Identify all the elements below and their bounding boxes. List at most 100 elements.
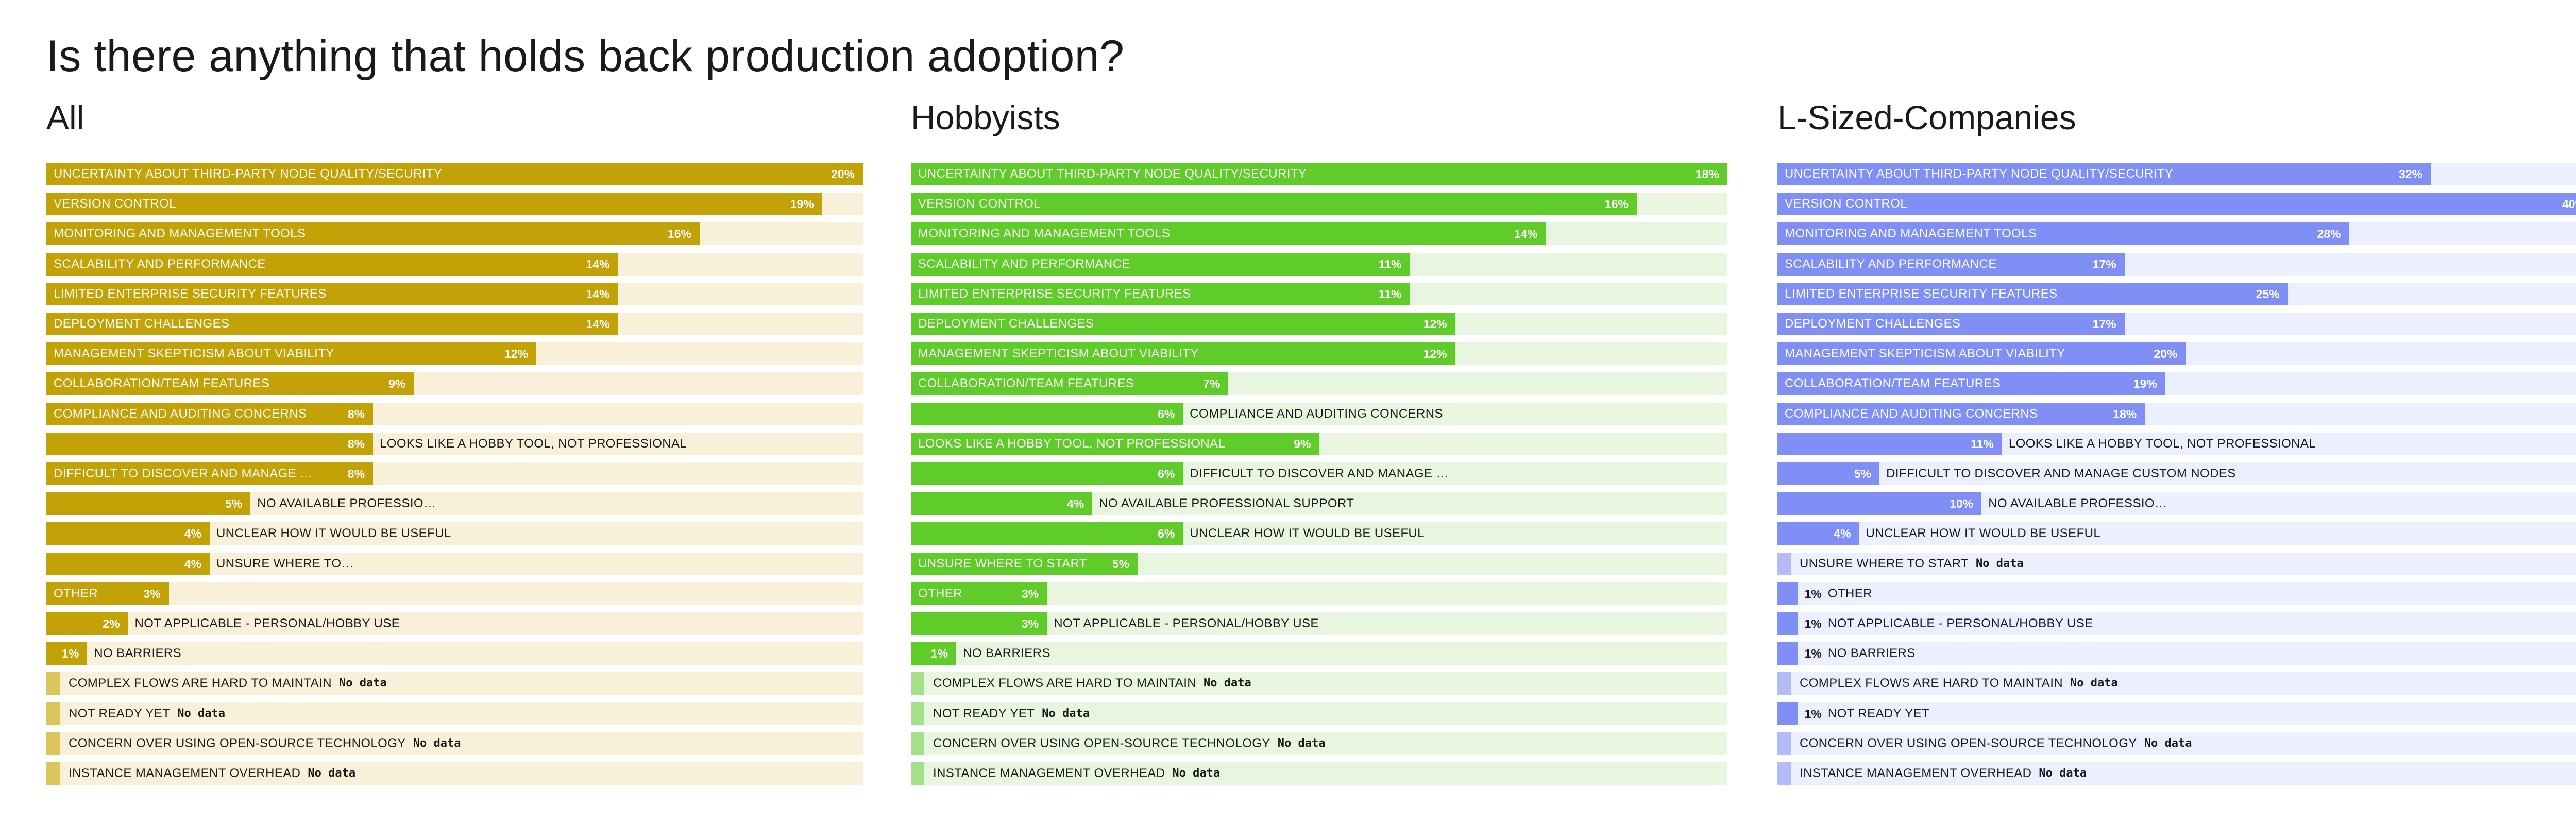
bar[interactable] <box>911 432 1319 455</box>
bar-label: Complex flows are hard to maintain <box>69 676 332 691</box>
bar-value: 11% <box>1378 287 1402 301</box>
bar[interactable] <box>46 193 822 216</box>
bar[interactable] <box>1777 342 2186 366</box>
bar-value: 14% <box>586 287 610 301</box>
bar-label: Deployment challenges <box>54 317 230 331</box>
bar[interactable] <box>46 282 618 305</box>
bar[interactable] <box>46 402 373 425</box>
bar[interactable] <box>911 672 924 695</box>
bar[interactable] <box>46 313 618 335</box>
bar[interactable] <box>911 342 1455 366</box>
bar[interactable] <box>911 462 1183 485</box>
bar[interactable] <box>46 222 700 246</box>
bar-row: Monitoring and management tools 14% <box>911 222 1727 246</box>
bar-row: Collaboration/team features 9% <box>46 372 863 395</box>
bar[interactable] <box>1777 582 1798 605</box>
bar[interactable] <box>911 612 1047 635</box>
bar-row: Unclear how it would be useful 4% <box>46 522 863 545</box>
bar-row: Unclear how it would be useful 6% <box>911 522 1727 545</box>
bar[interactable] <box>911 163 1727 185</box>
bar-label: Not applicable - personal/hobby use <box>134 616 400 630</box>
bar[interactable] <box>1777 552 1791 575</box>
bar[interactable] <box>1777 672 1791 695</box>
bar[interactable] <box>1777 762 1791 785</box>
bar[interactable] <box>46 462 373 485</box>
bar[interactable] <box>1777 522 1859 545</box>
bar[interactable] <box>1777 642 1798 665</box>
bar-value: 5% <box>1112 557 1130 571</box>
bar[interactable] <box>1777 402 2145 425</box>
bar-row: Looks like a hobby tool, not professiona… <box>46 432 863 455</box>
bar[interactable] <box>46 163 863 185</box>
bar-value: 11% <box>1378 257 1402 271</box>
bar[interactable] <box>911 732 924 755</box>
bar[interactable] <box>46 342 536 366</box>
panel-title: L-Sized-Companies <box>1777 98 2076 136</box>
bar[interactable] <box>46 762 60 785</box>
bar-track <box>1777 522 2576 545</box>
bar[interactable] <box>46 522 210 545</box>
bar[interactable] <box>1777 222 2349 246</box>
bar-value: 17% <box>2092 317 2116 331</box>
bar[interactable] <box>46 732 60 755</box>
bar-value: 19% <box>790 197 814 211</box>
bar[interactable] <box>911 222 1546 246</box>
bar-value: 5% <box>225 497 243 511</box>
bar[interactable] <box>1777 732 1791 755</box>
bar[interactable] <box>911 372 1229 395</box>
bar[interactable] <box>911 552 1138 575</box>
bar-row: Limited enterprise security features 14% <box>46 282 863 305</box>
bar-value: 1% <box>1804 587 1822 600</box>
bar[interactable] <box>911 313 1455 335</box>
bar[interactable] <box>46 432 373 455</box>
bar[interactable] <box>911 762 924 785</box>
bar[interactable] <box>1777 612 1798 635</box>
bar[interactable] <box>911 252 1410 276</box>
bar[interactable] <box>46 612 128 635</box>
bar[interactable] <box>46 372 414 395</box>
bar-row: Limited enterprise security features 25% <box>1777 282 2576 305</box>
bar-row: Management skepticism about viability 20% <box>1777 342 2576 366</box>
bar[interactable] <box>911 582 1047 605</box>
bar-row: Complex flows are hard to maintain No dat… <box>46 672 863 695</box>
bar-track <box>46 762 863 785</box>
bar[interactable] <box>1777 432 2002 455</box>
bar-row: No available professio… 10% <box>1777 492 2576 515</box>
bar[interactable] <box>911 522 1183 545</box>
bar[interactable] <box>1777 282 2288 305</box>
bar-track <box>1777 672 2576 695</box>
bar[interactable] <box>46 492 251 515</box>
bar-label: Management skepticism about viability <box>918 347 1199 361</box>
bar[interactable] <box>1777 492 1982 515</box>
bar[interactable] <box>46 702 60 725</box>
bar[interactable] <box>46 642 88 665</box>
panel-all: All Uncertainty about third-party node q… <box>46 98 863 798</box>
bar-label: Collaboration/team features <box>918 376 1134 391</box>
bar[interactable] <box>1777 163 2431 185</box>
bar-label: Monitoring and management tools <box>918 227 1171 241</box>
bar[interactable] <box>1777 313 2125 335</box>
bar[interactable] <box>1777 372 2165 395</box>
bar-value: No data <box>1976 557 2024 570</box>
bar[interactable] <box>911 282 1410 305</box>
bar[interactable] <box>46 552 210 575</box>
bar-row: No barriers 1% <box>1777 642 2576 665</box>
bar-label: Monitoring and management tools <box>54 227 306 241</box>
bar[interactable] <box>1777 252 2125 276</box>
bar-row: Not ready yet No data <box>46 702 863 725</box>
bar-value: No data <box>2070 677 2118 690</box>
bar[interactable] <box>1777 462 1880 485</box>
bar[interactable] <box>911 702 924 725</box>
bar[interactable] <box>911 402 1183 425</box>
bar[interactable] <box>911 492 1093 515</box>
bar[interactable] <box>911 193 1637 216</box>
bar[interactable] <box>1777 193 2576 216</box>
bar-value: No data <box>1042 707 1090 720</box>
bar[interactable] <box>1777 702 1798 725</box>
bar[interactable] <box>46 672 60 695</box>
bar-value: 16% <box>668 227 692 241</box>
bar[interactable] <box>911 642 957 665</box>
bar[interactable] <box>46 582 169 605</box>
bar-value: 2% <box>103 617 120 630</box>
bar[interactable] <box>46 252 618 276</box>
